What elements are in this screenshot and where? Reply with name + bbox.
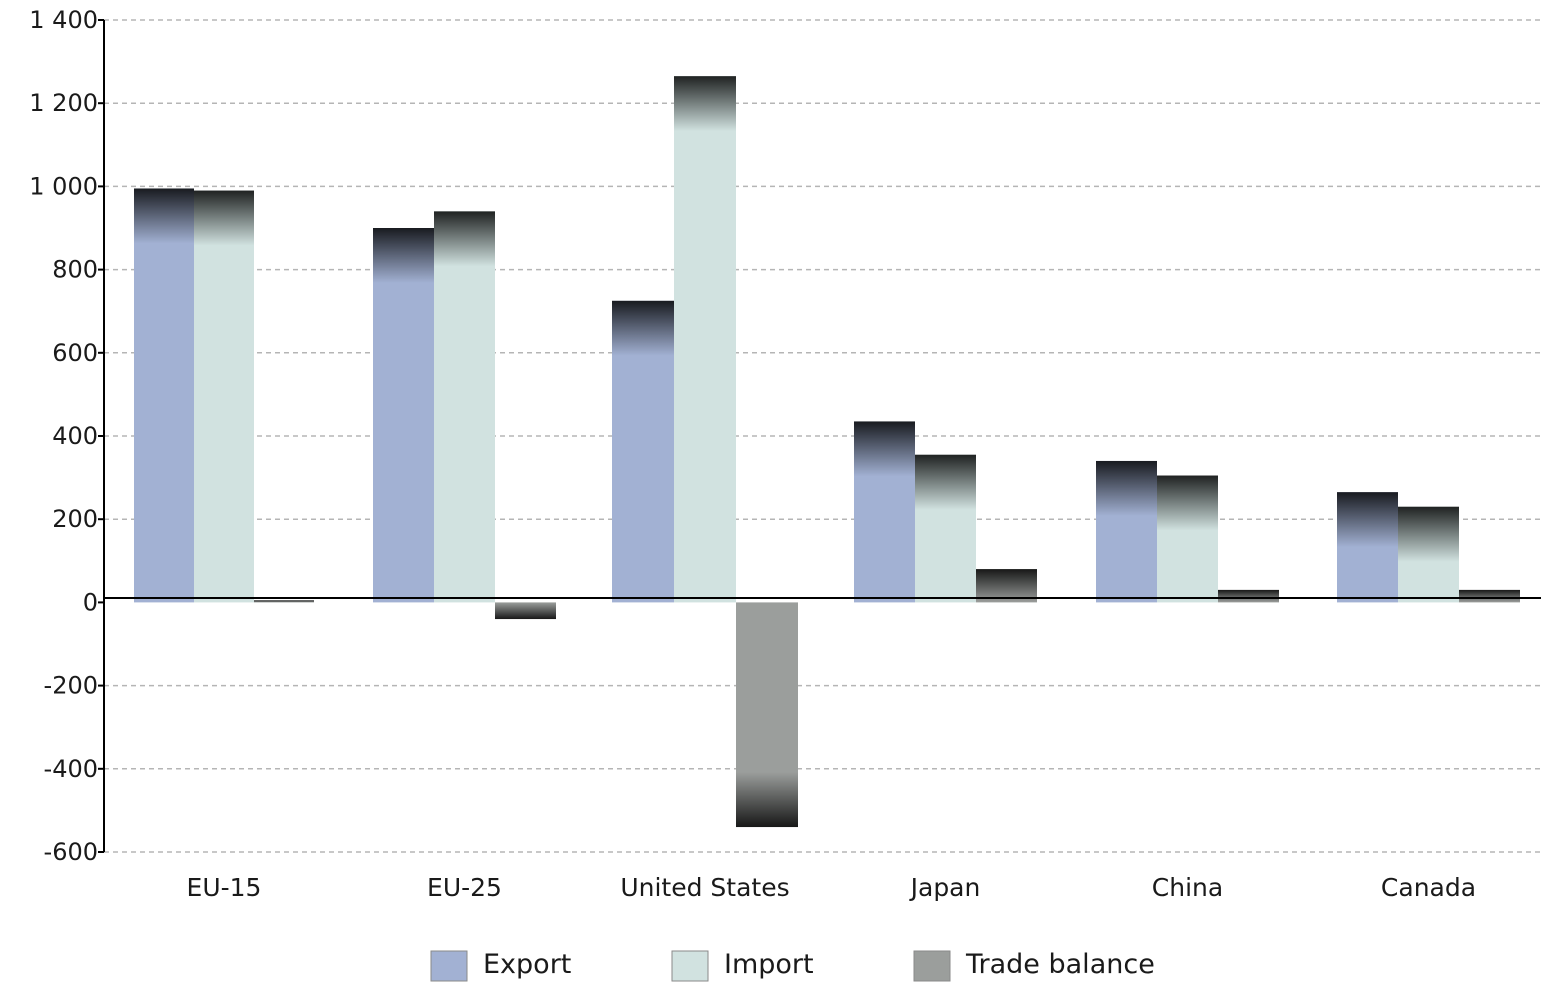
x-category-label: Japan: [909, 873, 981, 902]
bar-shade: [1459, 590, 1520, 602]
bar-shade: [495, 602, 556, 619]
x-category-label: China: [1152, 873, 1223, 902]
x-axis-category-labels: EU-15 EU-25 United States Japan China Canada: [187, 873, 1477, 902]
bar-export-canada: [1337, 492, 1398, 602]
y-tick-label: 1 400: [29, 6, 98, 34]
bar-shade: [373, 228, 434, 283]
gridlines: [104, 20, 1541, 852]
legend-label: Export: [483, 949, 571, 980]
bar-shade: [854, 421, 915, 476]
y-tick-label: 0: [83, 588, 98, 616]
y-tick-label: -600: [44, 838, 98, 866]
y-tick-label: 1 000: [29, 172, 98, 200]
bar-shade: [134, 188, 194, 243]
bar-fill: [194, 191, 254, 603]
y-tick-label: -200: [44, 672, 98, 700]
x-category-label: EU-25: [427, 873, 502, 902]
y-tick-label: 400: [52, 422, 98, 450]
legend-item-export: Export: [431, 949, 571, 981]
legend: Export Import Trade balance: [431, 949, 1155, 981]
bar-export-united-states: [612, 301, 674, 603]
bar-import-china: [1157, 476, 1218, 603]
bar-trade-balance-eu-25: [495, 602, 556, 619]
bar-import-canada: [1398, 507, 1459, 603]
legend-swatch: [914, 951, 950, 981]
y-tick-label: 1 200: [29, 89, 98, 117]
bar-shade: [612, 301, 674, 356]
legend-item-import: Import: [672, 949, 814, 981]
legend-item-trade-balance: Trade balance: [914, 949, 1155, 981]
legend-swatch: [672, 951, 708, 981]
legend-label: Import: [724, 949, 814, 980]
bar-trade-balance-united-states: [736, 602, 798, 827]
bar-fill: [674, 76, 736, 602]
bar-shade: [1157, 476, 1218, 531]
x-category-label: United States: [620, 873, 789, 902]
bar-fill: [134, 188, 194, 602]
bar-shade: [194, 191, 254, 246]
legend-swatch: [431, 951, 467, 981]
bar-shade: [674, 76, 736, 131]
bar-export-china: [1096, 461, 1157, 602]
bar-shade: [915, 455, 976, 510]
y-tick-label: 200: [52, 505, 98, 533]
bar-shade: [736, 772, 798, 827]
y-tick-label: 800: [52, 256, 98, 284]
bar-trade-balance-china: [1218, 590, 1279, 602]
y-tick-label: 600: [52, 339, 98, 367]
legend-label: Trade balance: [965, 949, 1155, 980]
bar-import-united-states: [674, 76, 736, 602]
axes: [104, 20, 1541, 852]
bar-import-eu-25: [434, 211, 495, 602]
x-category-label: Canada: [1381, 873, 1476, 902]
bar-export-eu-25: [373, 228, 434, 602]
bar-shade: [1218, 590, 1279, 602]
bar-import-eu-15: [194, 191, 254, 603]
y-axis-tick-labels: 1 400 1 200 1 000 800 600 400 200 0 -200 -400 -600: [29, 6, 104, 866]
bar-shade: [1337, 492, 1398, 547]
bar-trade-balance-canada: [1459, 590, 1520, 602]
bar-trade-balance-eu-15: [254, 600, 314, 602]
bar-shade: [1398, 507, 1459, 562]
y-tick-label: -400: [44, 755, 98, 783]
bar-shade: [254, 600, 314, 602]
bars: [134, 76, 1520, 827]
bar-shade: [1096, 461, 1157, 516]
bar-shade: [434, 211, 495, 266]
bar-fill: [373, 228, 434, 602]
x-category-label: EU-15: [187, 873, 262, 902]
bar-export-eu-15: [134, 188, 194, 602]
bar-import-japan: [915, 455, 976, 603]
bar-fill: [434, 211, 495, 602]
bar-export-japan: [854, 421, 915, 602]
